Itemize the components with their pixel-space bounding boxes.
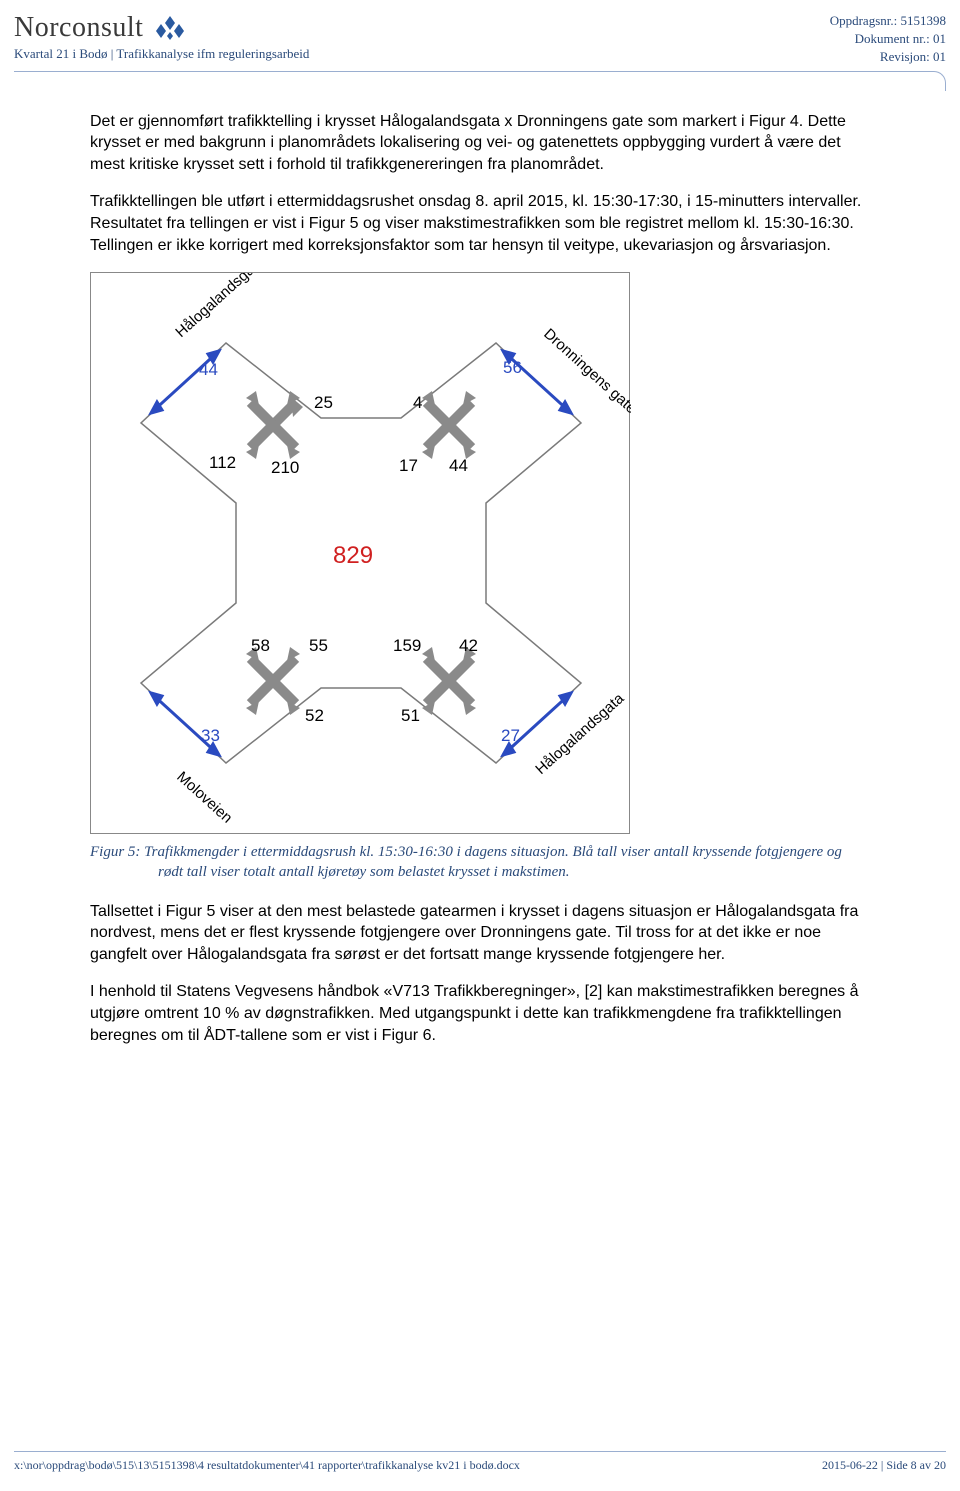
content: Det er gjennomført trafikktelling i krys… [0,91,960,1047]
v-sw-bottom: 52 [305,706,324,725]
dokumentnr: Dokument nr.: 01 [830,30,946,48]
street-se: Hålogalandsgata [532,690,628,778]
v-ne-right: 44 [449,456,468,475]
v-sw-top: 58 [251,636,270,655]
v-nw-bottom: 210 [271,458,299,477]
page-header: Norconsult Kvartal 21 i Bodø | Trafikkan… [0,0,960,71]
footer: x:\nor\oppdrag\bodø\515\13\5151398\4 res… [14,1451,946,1473]
footer-path: x:\nor\oppdrag\bodø\515\13\5151398\4 res… [14,1458,520,1473]
v-se-right: 42 [459,636,478,655]
logo-text: Norconsult [14,12,143,44]
v-sw-right: 55 [309,636,328,655]
street-nw: Hålogalandsgata [172,273,268,341]
v-nw-top: 25 [314,393,333,412]
ped-sw: 33 [201,726,220,745]
street-ne: Dronningens gate [540,325,631,417]
header-left: Norconsult Kvartal 21 i Bodø | Trafikkan… [14,12,309,67]
header-subtitle: Kvartal 21 i Bodø | Trafikkanalyse ifm r… [14,46,309,62]
figure-5: Hålogalandsgata Dronningens gate Molovei… [90,272,630,834]
paragraph-3: Tallsettet i Figur 5 viser at den mest b… [90,901,870,966]
header-right: Oppdragsnr.: 5151398 Dokument nr.: 01 Re… [830,12,946,67]
total-count: 829 [333,542,373,569]
v-ne-top: 4 [413,393,422,412]
header-rule [14,71,946,91]
figure-5-caption: Figur 5: Trafikkmengder i ettermiddagsru… [90,842,870,883]
v-nw-left: 112 [209,453,236,472]
v-se-bottom: 51 [401,706,420,725]
paragraph-1: Det er gjennomført trafikktelling i krys… [90,111,870,176]
v-ne-left: 17 [399,456,418,475]
intersection-diagram: Hålogalandsgata Dronningens gate Molovei… [91,273,631,833]
paragraph-2: Trafikktellingen ble utført i ettermidda… [90,191,870,256]
paragraph-4: I henhold til Statens Vegvesens håndbok … [90,981,870,1046]
logo: Norconsult [14,12,309,44]
ped-ne: 56 [503,358,522,377]
footer-page: 2015-06-22 | Side 8 av 20 [822,1458,946,1473]
ped-nw: 44 [199,360,218,379]
logo-icon [149,14,191,42]
v-se-top: 159 [393,636,421,655]
oppdragsnr: Oppdragsnr.: 5151398 [830,12,946,30]
revisjon: Revisjon: 01 [830,48,946,66]
ped-se: 27 [501,726,520,745]
street-sw: Moloveien [173,768,235,826]
